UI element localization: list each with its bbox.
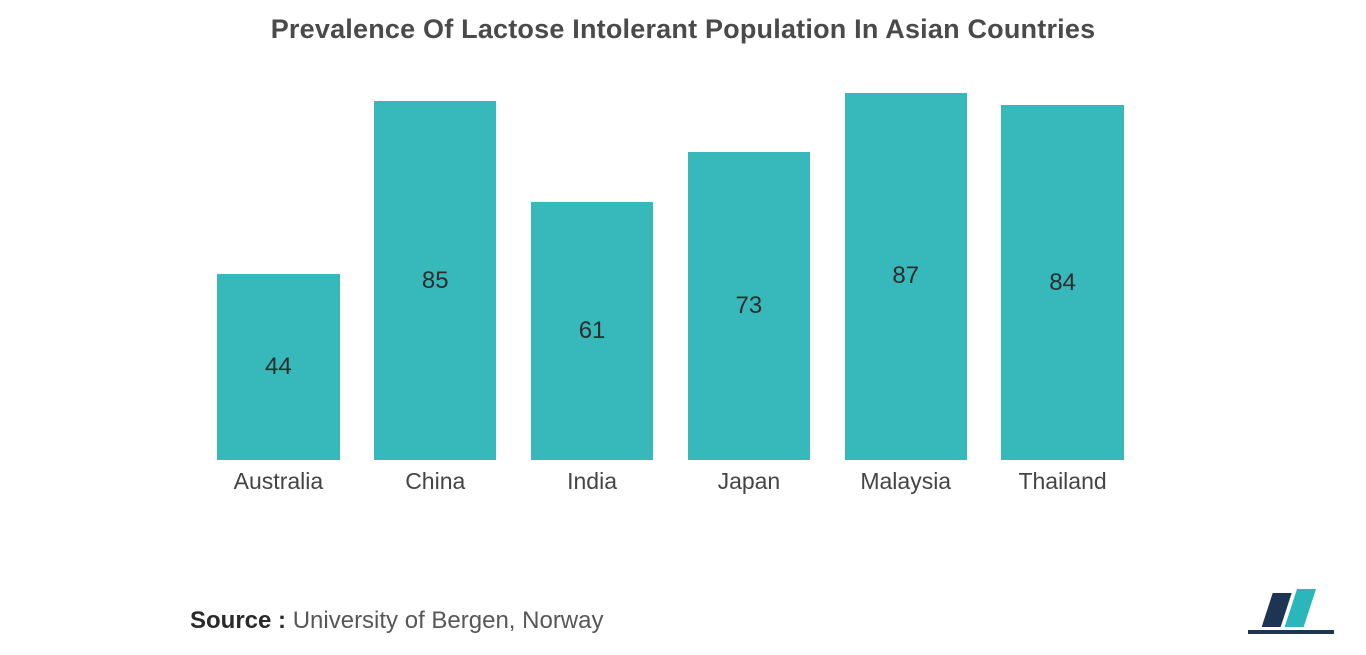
bar-slot: 44 [200,80,357,460]
bar: 61 [531,202,653,460]
bar-slot: 73 [670,80,827,460]
bar-value-label: 61 [579,317,606,345]
bar-value-label: 87 [892,262,919,290]
bar-slot: 87 [827,80,984,460]
x-axis-label: Japan [670,462,827,495]
bar: 85 [374,101,496,460]
bar: 84 [1001,105,1123,460]
bar-slot: 84 [984,80,1141,460]
logo-underline [1248,630,1334,634]
bar: 44 [217,274,339,460]
x-axis-labels: AustraliaChinaIndiaJapanMalaysiaThailand [200,462,1141,495]
x-axis-label: Thailand [984,462,1141,495]
bar: 73 [688,152,810,460]
source-attribution: Source : University of Bergen, Norway [190,607,603,635]
bar: 87 [845,93,967,460]
bar-slot: 61 [514,80,671,460]
bar-value-label: 85 [422,267,449,295]
bar-chart: 44 85 61 73 87 84 [200,80,1141,460]
x-axis-label: India [514,462,671,495]
x-axis-label: Australia [200,462,357,495]
x-axis-label: Malaysia [827,462,984,495]
source-text: University of Bergen, Norway [293,607,604,634]
x-axis-label: China [357,462,514,495]
bar-value-label: 84 [1049,269,1076,297]
brand-logo-icon [1248,589,1334,635]
chart-title: Prevalence Of Lactose Intolerant Populat… [0,0,1366,45]
bar-slot: 85 [357,80,514,460]
source-lead: Source : [190,607,286,634]
bar-value-label: 44 [265,353,292,381]
bar-value-label: 73 [736,292,763,320]
